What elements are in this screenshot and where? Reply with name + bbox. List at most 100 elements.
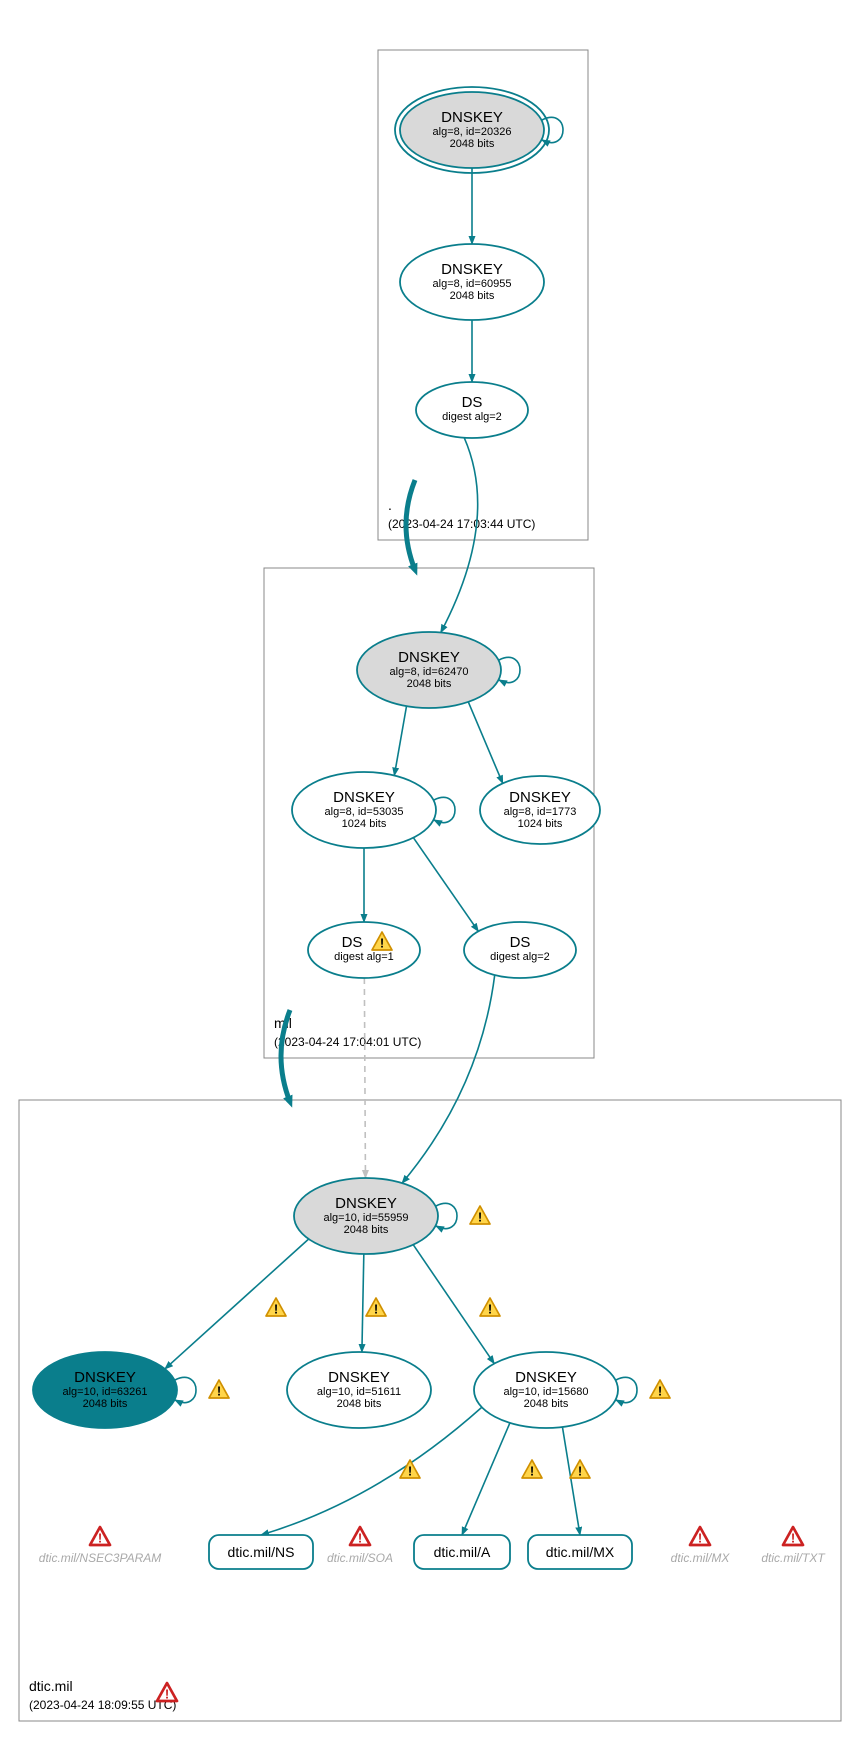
node-subtitle: alg=10, id=51611 [317,1386,401,1398]
svg-text:!: ! [658,1384,662,1399]
error-icon: ! [690,1527,710,1546]
rrset-mx: dtic.mil/MX [528,1535,632,1569]
svg-text:!: ! [98,1531,102,1546]
node-subtitle2: 1024 bits [518,818,563,830]
node-title: DS [510,934,531,951]
edge [402,975,495,1183]
edge [362,1254,364,1352]
edge [468,702,502,784]
self-loop [436,1203,457,1228]
self-loop [616,1377,637,1402]
svg-text:!: ! [217,1384,221,1399]
warning-icon: ! [570,1460,590,1479]
warning-icon: ! [522,1460,542,1479]
rrset-label: dtic.mil/NS [228,1544,295,1560]
rrset-label: dtic.mil/SOA [327,1551,393,1565]
node-title: DNSKEY [335,1195,397,1212]
node-subtitle2: 2048 bits [407,678,452,690]
node-mil_dnskey_zsk2: DNSKEYalg=8, id=17731024 bits [480,776,600,844]
warning-icon: ! [480,1298,500,1317]
error-icon: ! [350,1527,370,1546]
svg-text:!: ! [274,1302,278,1317]
error-icon: ! [783,1527,803,1546]
node-subtitle: alg=10, id=55959 [323,1212,408,1224]
node-dtic_dnskey_ksk: DNSKEYalg=10, id=559592048 bits [294,1178,457,1254]
node-title: DS [462,394,483,411]
rrset-a: dtic.mil/A [414,1535,510,1569]
edges [165,168,580,1535]
node-subtitle: digest alg=2 [490,951,550,963]
node-subtitle2: 2048 bits [344,1224,389,1236]
warning-icon: ! [366,1298,386,1317]
rrset-label: dtic.mil/A [434,1544,491,1560]
node-title: DNSKEY [509,789,571,806]
rrset-layer: !dtic.mil/NSEC3PARAMdtic.mil/NS!dtic.mil… [39,1527,827,1569]
warning-icon: ! [209,1380,229,1399]
warning-icon: ! [400,1460,420,1479]
zone-label: . [388,497,392,513]
node-dtic_dnskey_b: DNSKEYalg=10, id=516112048 bits [287,1352,431,1428]
node-subtitle: digest alg=1 [334,951,394,963]
zone-timestamp: (2023-04-24 17:03:44 UTC) [388,517,535,531]
error-icon: ! [157,1683,177,1702]
svg-text:!: ! [578,1464,582,1479]
rrset-mx2: !dtic.mil/MX [671,1527,731,1565]
svg-text:!: ! [165,1687,169,1702]
node-title: DNSKEY [333,789,395,806]
zone-timestamp: (2023-04-24 18:09:55 UTC) [29,1698,176,1712]
node-title: DNSKEY [74,1369,136,1386]
nodes: DNSKEYalg=8, id=203262048 bitsDNSKEYalg=… [33,87,637,1428]
svg-text:!: ! [380,936,384,951]
node-subtitle: alg=8, id=62470 [390,666,469,678]
svg-text:!: ! [698,1531,702,1546]
zone-timestamp: (2023-04-24 17:04:01 UTC) [274,1035,421,1049]
warning-icon: ! [266,1298,286,1317]
node-title: DNSKEY [328,1369,390,1386]
edge [364,978,365,1178]
edge [441,438,478,633]
rrset-txt: ! dtic.mil/TXT [761,1527,826,1565]
warning-icon: ! [650,1380,670,1399]
node-subtitle: alg=8, id=53035 [325,806,404,818]
svg-text:!: ! [408,1464,412,1479]
node-mil_dnskey_zsk1: DNSKEYalg=8, id=530351024 bits [292,772,455,848]
node-title: DNSKEY [398,649,460,666]
rrset-soa: ! dtic.mil/SOA [327,1527,393,1565]
error-icon: ! [90,1527,110,1546]
node-root_dnskey_zsk: DNSKEYalg=8, id=609552048 bits [400,244,544,320]
node-title: DNSKEY [441,109,503,126]
svg-text:!: ! [358,1531,362,1546]
edge [413,1245,494,1364]
edge [462,1423,510,1535]
node-subtitle: alg=8, id=20326 [433,126,512,138]
self-loop [542,117,563,142]
edge [413,838,478,932]
node-subtitle2: 2048 bits [450,290,495,302]
node-subtitle: alg=8, id=1773 [504,806,577,818]
node-mil_dnskey_ksk: DNSKEYalg=8, id=624702048 bits [357,632,520,708]
node-subtitle: alg=8, id=60955 [433,278,512,290]
svg-text:!: ! [478,1210,482,1225]
rrset-label: dtic.mil/NSEC3PARAM [39,1551,161,1565]
svg-text:!: ! [488,1302,492,1317]
node-subtitle2: 2048 bits [524,1398,569,1410]
node-title: DNSKEY [515,1369,577,1386]
svg-text:!: ! [530,1464,534,1479]
self-loop [175,1377,196,1402]
rrset-label: dtic.mil/TXT [761,1551,826,1565]
self-loop [434,797,455,822]
zone-label: dtic.mil [29,1678,73,1694]
node-title: DS [342,934,363,951]
edge [165,1239,309,1369]
rrset-label: dtic.mil/MX [546,1544,615,1560]
node-dtic_dnskey_c: DNSKEYalg=10, id=156802048 bits [474,1352,637,1428]
svg-text:!: ! [791,1531,795,1546]
self-loop [499,657,520,682]
node-subtitle2: 2048 bits [83,1398,128,1410]
svg-text:!: ! [374,1302,378,1317]
node-ellipse [308,922,420,978]
node-subtitle: alg=10, id=15680 [503,1386,588,1398]
node-mil_ds2: DSdigest alg=2 [464,922,576,978]
node-subtitle: digest alg=2 [442,411,502,423]
edge [394,706,406,775]
